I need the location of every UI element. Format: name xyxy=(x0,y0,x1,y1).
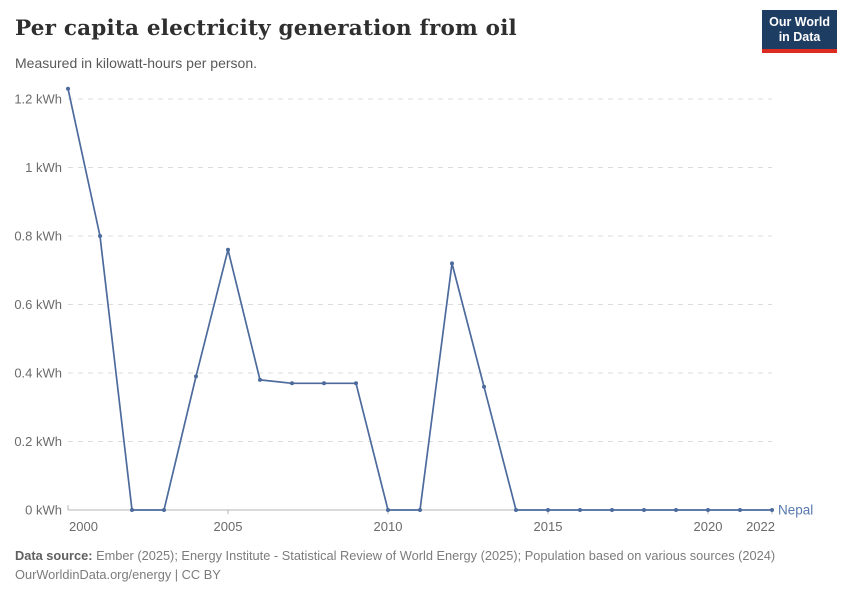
chart-title: Per capita electricity generation from o… xyxy=(15,16,517,41)
data-point[interactable] xyxy=(418,508,422,512)
x-tick-label: 2022 xyxy=(746,519,775,534)
chart-footer: Data source: Ember (2025); Energy Instit… xyxy=(15,546,837,584)
data-point[interactable] xyxy=(482,384,486,389)
y-tick-label: 0.8 kWh xyxy=(14,229,62,244)
y-tick-label: 0.6 kWh xyxy=(14,297,62,312)
data-point[interactable] xyxy=(386,508,390,512)
footer-license-line: OurWorldinData.org/energy | CC BY xyxy=(15,567,221,582)
y-tick-label: 1.2 kWh xyxy=(14,92,62,107)
owid-logo-line2: in Data xyxy=(778,29,821,44)
data-point[interactable] xyxy=(738,508,742,512)
x-tick-label: 2000 xyxy=(69,519,98,534)
owid-logo[interactable]: Our World in Data xyxy=(762,10,837,53)
owid-logo-line1: Our World xyxy=(769,15,830,29)
data-point[interactable] xyxy=(546,508,550,512)
data-point[interactable] xyxy=(450,261,454,266)
data-point[interactable] xyxy=(322,381,326,386)
data-point[interactable] xyxy=(642,508,646,512)
data-point[interactable] xyxy=(130,508,134,512)
chart-subtitle: Measured in kilowatt-hours per person. xyxy=(15,55,258,71)
entity-label[interactable]: Nepal xyxy=(778,503,813,518)
y-tick-label: 1 kWh xyxy=(25,160,62,175)
y-tick-label: 0.2 kWh xyxy=(14,434,62,449)
data-point[interactable] xyxy=(674,508,678,512)
footer-sources-text: Ember (2025); Energy Institute - Statist… xyxy=(92,548,776,563)
data-point[interactable] xyxy=(66,86,70,91)
line-chart[interactable]: 0 kWh 0.2 kWh 0.4 kWh 0.6 kWh 0.8 kWh 1 kWh 1.… xyxy=(0,0,850,545)
y-tick-label: 0.4 kWh xyxy=(14,366,62,381)
data-point[interactable] xyxy=(706,508,710,512)
footer-sources-label: Data source: xyxy=(15,548,93,563)
x-tick-label: 2005 xyxy=(214,519,243,534)
data-point[interactable] xyxy=(194,374,198,379)
data-point[interactable] xyxy=(514,508,518,512)
data-point[interactable] xyxy=(226,247,230,252)
x-tick-label: 2015 xyxy=(534,519,563,534)
data-point[interactable] xyxy=(610,508,614,512)
data-point[interactable] xyxy=(258,377,262,382)
footer-sources-line: Data source: Ember (2025); Energy Instit… xyxy=(15,546,837,565)
x-tick-label: 2010 xyxy=(374,519,403,534)
series-line-nepal[interactable] xyxy=(67,88,772,511)
data-point[interactable] xyxy=(354,381,358,386)
data-point[interactable] xyxy=(98,234,102,238)
data-point[interactable] xyxy=(290,381,294,386)
data-point[interactable] xyxy=(162,508,166,512)
data-point[interactable] xyxy=(578,508,582,512)
x-tick-label: 2020 xyxy=(694,519,723,534)
y-tick-label: 0 kWh xyxy=(25,503,62,518)
data-point[interactable] xyxy=(770,508,774,512)
